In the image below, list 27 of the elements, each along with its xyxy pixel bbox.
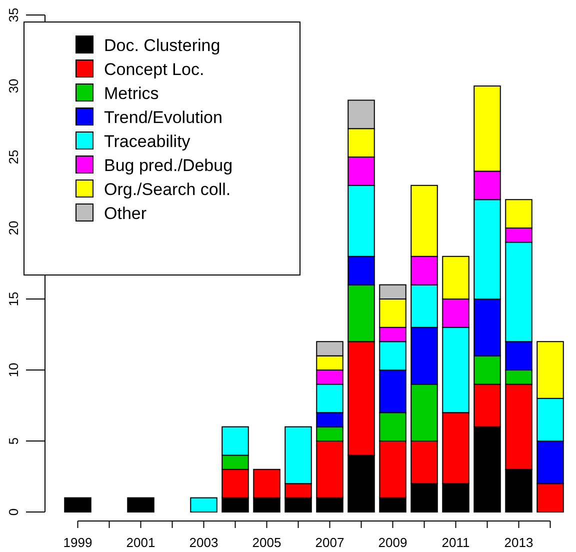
x-tick-label: 2001	[126, 535, 156, 550]
x-tick-label: 2005	[252, 535, 282, 550]
y-tick-label: 0	[6, 508, 21, 516]
legend-label: Other	[104, 204, 147, 223]
legend-label: Trend/Evolution	[104, 108, 222, 127]
legend-label: Bug pred./Debug	[104, 156, 233, 175]
y-tick-label: 20	[6, 220, 21, 236]
x-tick-label: 2011	[442, 535, 470, 550]
legend-label: Metrics	[104, 84, 159, 103]
legend-label: Concept Loc.	[104, 60, 204, 79]
y-tick-label: 5	[6, 437, 21, 445]
y-tick-label: 35	[6, 8, 21, 22]
legend-label: Doc. Clustering	[104, 36, 220, 55]
y-tick-label: 25	[6, 150, 21, 164]
legend-label: Org./Search coll.	[104, 180, 231, 199]
legend-label: Traceability	[104, 132, 191, 151]
bar	[190, 497, 218, 512]
x-tick-label: 1999	[63, 535, 92, 550]
bar	[127, 497, 154, 512]
bar	[64, 497, 92, 512]
x-tick-label: 2009	[378, 535, 408, 550]
x-tick-label: 2013	[504, 535, 534, 550]
y-tick-label: 15	[6, 292, 21, 306]
y-tick-label: 10	[6, 362, 21, 378]
x-tick-label: 2003	[189, 535, 218, 550]
y-tick-label: 30	[6, 78, 21, 94]
x-tick-label: 2007	[315, 535, 344, 550]
